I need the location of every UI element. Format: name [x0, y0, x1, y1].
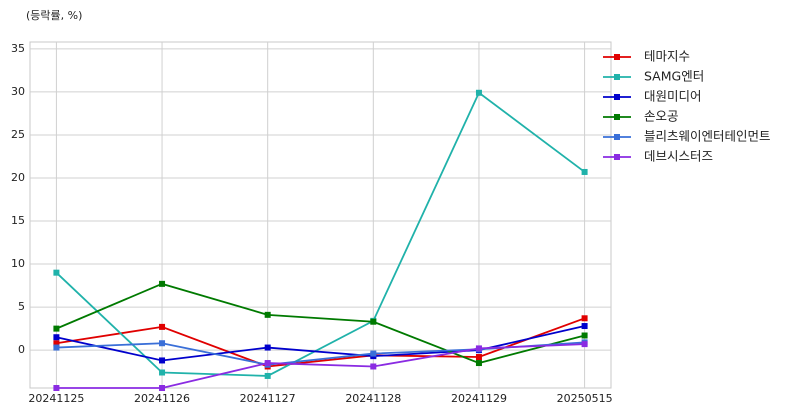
- point-marker: [581, 341, 588, 348]
- x-tick-label: 20241128: [345, 392, 401, 405]
- point-marker: [264, 344, 271, 351]
- point-marker: [475, 360, 482, 367]
- legend-label: 테마지수: [644, 49, 690, 64]
- y-tick-label: 35: [11, 42, 25, 55]
- x-tick-label: 20241127: [240, 392, 296, 405]
- legend-marker: [614, 54, 620, 60]
- point-marker: [159, 369, 166, 376]
- y-tick-label: 0: [18, 343, 25, 356]
- point-marker: [53, 344, 60, 351]
- series-line: [56, 282, 585, 364]
- point-marker: [53, 325, 60, 332]
- legend-marker: [614, 134, 620, 140]
- series-line: [56, 325, 585, 362]
- legend-label: 대원미디어: [644, 89, 702, 104]
- plot-frame: [29, 41, 612, 389]
- point-marker: [370, 318, 377, 325]
- legend-label: SAMG엔터: [644, 69, 704, 84]
- legend-label: 손오공: [644, 109, 679, 124]
- x-tick-label: 20250515: [557, 392, 613, 405]
- point-marker: [475, 89, 482, 96]
- point-marker: [264, 360, 271, 367]
- series-line: [56, 343, 585, 389]
- y-tick-label: 30: [11, 85, 25, 98]
- point-marker: [370, 363, 377, 370]
- legend-label: 블리츠웨이엔터테인먼트: [644, 129, 771, 144]
- point-marker: [264, 311, 271, 318]
- legend-marker: [614, 114, 620, 120]
- point-marker: [159, 357, 166, 364]
- point-marker: [475, 354, 482, 361]
- legend-marker: [614, 74, 620, 80]
- point-marker: [264, 372, 271, 379]
- point-marker: [475, 345, 482, 352]
- y-tick-label: 15: [11, 214, 25, 227]
- point-marker: [53, 269, 60, 276]
- legend-marker: [614, 94, 620, 100]
- point-marker: [159, 323, 166, 330]
- point-marker: [159, 340, 166, 347]
- y-tick-label: 10: [11, 257, 25, 270]
- point-marker: [581, 332, 588, 339]
- point-marker: [53, 334, 60, 341]
- point-marker: [53, 385, 60, 391]
- series-line: [56, 317, 585, 368]
- point-marker: [370, 350, 377, 357]
- legend-marker: [614, 154, 620, 160]
- x-tick-label: 20241126: [134, 392, 190, 405]
- x-tick-label: 20241129: [451, 392, 507, 405]
- y-tick-label: 5: [18, 300, 25, 313]
- point-marker: [581, 168, 588, 175]
- point-marker: [159, 280, 166, 287]
- point-marker: [53, 340, 60, 347]
- point-marker: [159, 385, 166, 391]
- point-marker: [581, 315, 588, 322]
- legend-label: 데브시스터즈: [644, 149, 713, 164]
- y-tick-label: 25: [11, 128, 25, 141]
- point-marker: [581, 323, 588, 330]
- x-tick-label: 20241125: [28, 392, 84, 405]
- y-tick-label: 20: [11, 171, 25, 184]
- y-axis-label: (등락률, %): [26, 9, 82, 22]
